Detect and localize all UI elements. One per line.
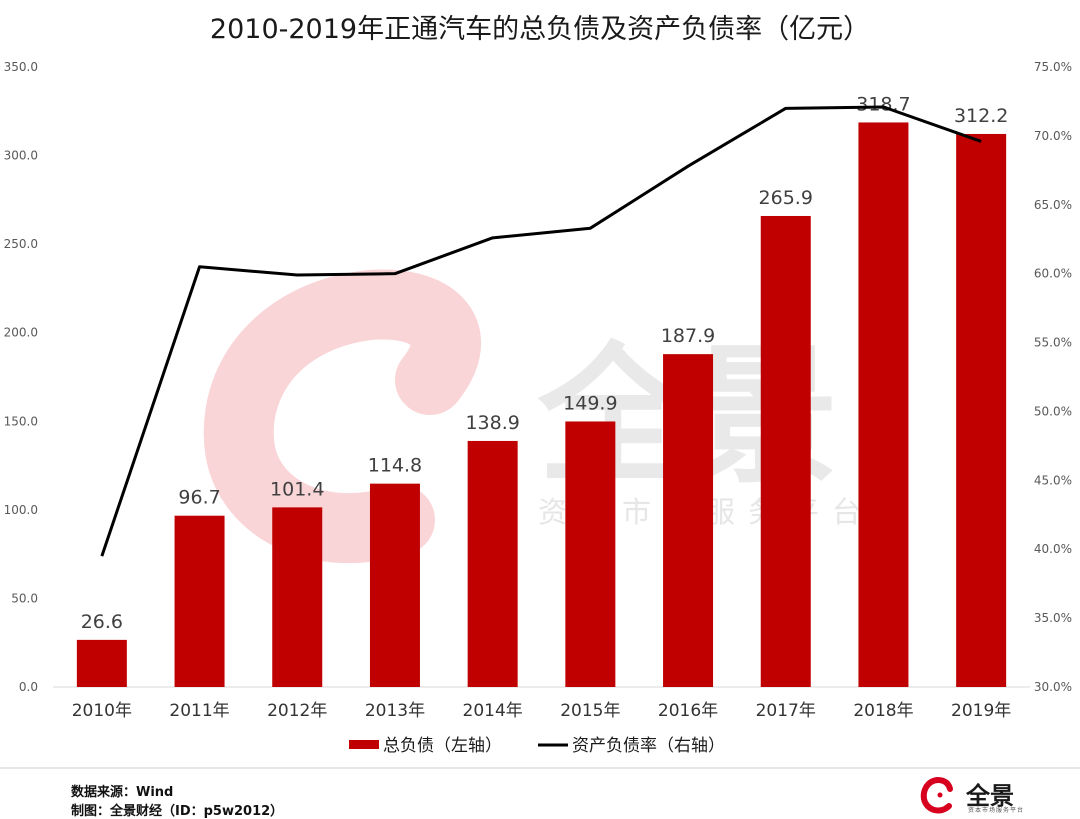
brand-logo-text: 全景 <box>966 782 1014 810</box>
right-tick-label: 50.0% <box>1034 404 1072 418</box>
legend: 总负债（左轴） 资产负债率（右轴） <box>349 736 725 756</box>
x-tick-label: 2017年 <box>756 701 816 721</box>
x-axis: 2010年 2011年 2012年 2013年 2014年 2015年 2016年 2017年… <box>72 701 1012 721</box>
bar-data-label: 114.8 <box>368 455 422 477</box>
bar <box>565 421 616 687</box>
footer-credit: 制图：全景财经（ID：p5w2012） <box>71 804 284 819</box>
left-tick-label: 50.0 <box>11 591 38 605</box>
bar-data-label: 265.9 <box>759 187 813 209</box>
right-tick-label: 60.0% <box>1034 267 1072 281</box>
bar <box>76 639 127 687</box>
bar-data-label: 26.6 <box>81 611 123 633</box>
x-tick-label: 2015年 <box>560 701 620 721</box>
right-tick-label: 35.0% <box>1034 611 1072 625</box>
brand-logo-subtext: 资本市场服务平台 <box>968 807 1025 814</box>
bar-data-label: 138.9 <box>465 412 519 434</box>
bar <box>272 507 323 687</box>
x-tick-label: 2019年 <box>951 701 1011 721</box>
debt-ratio-line <box>100 105 982 557</box>
bar-data-label: 318.7 <box>856 93 910 115</box>
left-tick-label: 100.0 <box>4 503 38 517</box>
left-tick-label: 300.0 <box>4 149 38 163</box>
bar-data-label: 101.4 <box>270 478 324 500</box>
bar <box>369 483 420 687</box>
bar <box>858 122 909 687</box>
line-series <box>100 105 982 557</box>
left-tick-label: 200.0 <box>4 326 38 340</box>
legend-bar-swatch <box>349 740 379 749</box>
bar <box>956 133 1007 687</box>
bar-series <box>76 122 1007 687</box>
x-tick-label: 2012年 <box>267 701 327 721</box>
footer-source: 数据来源：Wind <box>71 785 174 800</box>
right-tick-label: 40.0% <box>1034 542 1072 556</box>
x-tick-label: 2013年 <box>365 701 425 721</box>
brand-logo-icon <box>920 777 953 814</box>
right-tick-label: 75.0% <box>1034 60 1072 74</box>
left-tick-label: 350.0 <box>4 60 38 74</box>
left-tick-label: 0.0 <box>19 680 38 694</box>
bar-data-label: 96.7 <box>178 487 220 509</box>
x-tick-label: 2018年 <box>853 701 913 721</box>
right-tick-label: 65.0% <box>1034 198 1072 212</box>
x-tick-label: 2011年 <box>169 701 229 721</box>
bar <box>663 354 714 687</box>
bar <box>467 440 518 687</box>
x-tick-label: 2010年 <box>72 701 132 721</box>
legend-bar-label: 总负债（左轴） <box>383 736 502 756</box>
bar-data-label: 312.2 <box>954 105 1008 127</box>
chart-title: 2010-2019年正通汽车的总负债及资产负债率（亿元） <box>210 14 870 45</box>
right-tick-label: 55.0% <box>1034 336 1072 350</box>
left-tick-label: 250.0 <box>4 237 38 251</box>
bar <box>760 215 811 687</box>
right-tick-label: 70.0% <box>1034 129 1072 143</box>
data-labels: 26.6 96.7 101.4 114.8 138.9 149.9 187.9 265.9 31… <box>81 93 1009 632</box>
x-tick-label: 2016年 <box>658 701 718 721</box>
left-axis: 0.0 50.0 100.0 150.0 200.0 250.0 300.0 350.0 <box>4 60 38 694</box>
bar-data-label: 149.9 <box>563 392 617 414</box>
legend-line-label: 资产负债率（右轴） <box>572 736 725 756</box>
bar <box>174 515 225 687</box>
left-tick-label: 150.0 <box>4 414 38 428</box>
right-axis: 30.0% 35.0% 40.0% 45.0% 50.0% 55.0% 60.0% 65.0%… <box>1034 60 1072 694</box>
x-tick-label: 2014年 <box>463 701 523 721</box>
right-tick-label: 30.0% <box>1034 680 1072 694</box>
right-tick-label: 45.0% <box>1034 473 1072 487</box>
bar-data-label: 187.9 <box>661 325 715 347</box>
